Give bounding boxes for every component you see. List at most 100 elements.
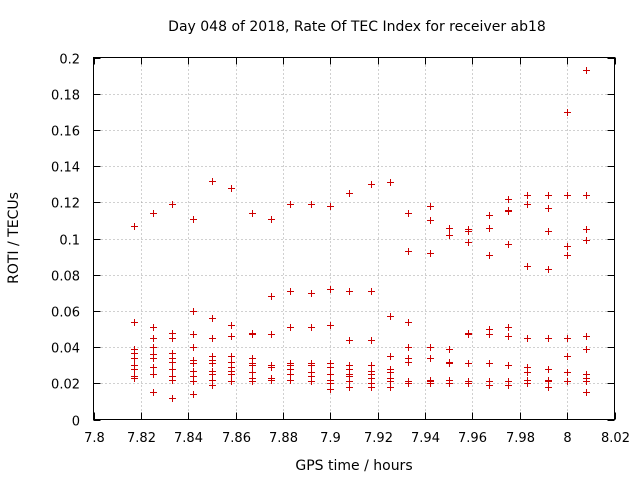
data-point	[564, 109, 571, 116]
data-point	[583, 378, 590, 385]
data-point	[505, 333, 512, 340]
data-point	[545, 378, 552, 385]
data-point	[564, 252, 571, 259]
data-point	[583, 237, 590, 244]
data-point	[505, 362, 512, 369]
data-point	[228, 322, 235, 329]
data-point	[465, 380, 472, 387]
data-point	[446, 225, 453, 232]
data-point	[368, 384, 375, 391]
data-point	[169, 395, 176, 402]
data-point	[427, 250, 434, 257]
axis-ticks	[93, 57, 616, 421]
x-tick-label: 8.02	[601, 431, 630, 446]
y-tick-labels: 0 0.02 0.04 0.06 0.08 0.1 0.12 0.14 0.16 0.18 0.2	[51, 53, 80, 430]
x-axis-title: GPS time / hours	[295, 458, 412, 474]
data-point	[131, 355, 138, 362]
grid-lines	[93, 57, 615, 420]
data-point	[169, 359, 176, 366]
data-point	[209, 360, 216, 367]
data-point	[209, 178, 216, 185]
data-point	[308, 362, 315, 369]
data-point	[150, 335, 157, 342]
data-point	[524, 192, 531, 199]
data-point	[505, 382, 512, 389]
x-tick-label: 7.98	[506, 431, 535, 446]
data-point	[327, 203, 334, 210]
data-point	[427, 203, 434, 210]
x-tick-label: 7.96	[458, 431, 487, 446]
data-point	[287, 201, 294, 208]
data-point	[249, 331, 256, 338]
data-point	[327, 386, 334, 393]
y-tick-label: 0.1	[59, 234, 80, 249]
data-point	[564, 192, 571, 199]
y-axis-title: ROTI / TECUs	[6, 192, 22, 284]
data-point	[405, 359, 412, 366]
x-tick-label: 7.82	[127, 431, 156, 446]
data-point	[228, 185, 235, 192]
data-point	[327, 380, 334, 387]
data-point	[427, 380, 434, 387]
data-point	[150, 364, 157, 371]
data-point	[405, 319, 412, 326]
data-point	[486, 252, 493, 259]
data-point	[368, 362, 375, 369]
data-point	[387, 384, 394, 391]
data-point	[405, 210, 412, 217]
data-point	[131, 366, 138, 373]
data-point	[131, 375, 138, 382]
x-tick-label: 7.92	[364, 431, 393, 446]
data-point	[190, 331, 197, 338]
data-point	[228, 371, 235, 378]
data-point	[564, 378, 571, 385]
x-tick-label: 7.94	[411, 431, 440, 446]
data-point	[169, 201, 176, 208]
data-point	[287, 377, 294, 384]
data-point	[327, 364, 334, 371]
data-point	[524, 201, 531, 208]
data-point	[169, 377, 176, 384]
data-point	[249, 210, 256, 217]
y-tick-label: 0.12	[51, 197, 80, 212]
data-point	[505, 324, 512, 331]
data-point	[446, 360, 453, 367]
data-points	[131, 67, 590, 402]
data-point	[564, 353, 571, 360]
y-tick-label: 0.18	[51, 89, 80, 104]
data-point	[405, 380, 412, 387]
y-tick-label: 0.04	[51, 342, 80, 357]
data-point	[446, 380, 453, 387]
data-point	[209, 371, 216, 378]
data-point	[131, 319, 138, 326]
data-point	[228, 333, 235, 340]
data-point	[287, 371, 294, 378]
data-point	[308, 378, 315, 385]
data-point	[465, 360, 472, 367]
data-point	[545, 228, 552, 235]
data-point	[346, 378, 353, 385]
data-point	[150, 355, 157, 362]
data-point	[169, 366, 176, 373]
y-tick-label: 0	[72, 415, 80, 430]
data-point	[249, 362, 256, 369]
data-point	[209, 382, 216, 389]
data-point	[387, 369, 394, 376]
data-point	[327, 286, 334, 293]
data-point	[564, 335, 571, 342]
data-point	[228, 353, 235, 360]
data-point	[524, 380, 531, 387]
data-point	[346, 337, 353, 344]
data-point	[387, 353, 394, 360]
data-point	[346, 190, 353, 197]
data-point	[564, 243, 571, 250]
data-point	[190, 216, 197, 223]
data-point	[346, 384, 353, 391]
data-point	[268, 216, 275, 223]
data-point	[387, 313, 394, 320]
data-point	[505, 241, 512, 248]
y-tick-label: 0.08	[51, 270, 80, 285]
data-point	[545, 384, 552, 391]
